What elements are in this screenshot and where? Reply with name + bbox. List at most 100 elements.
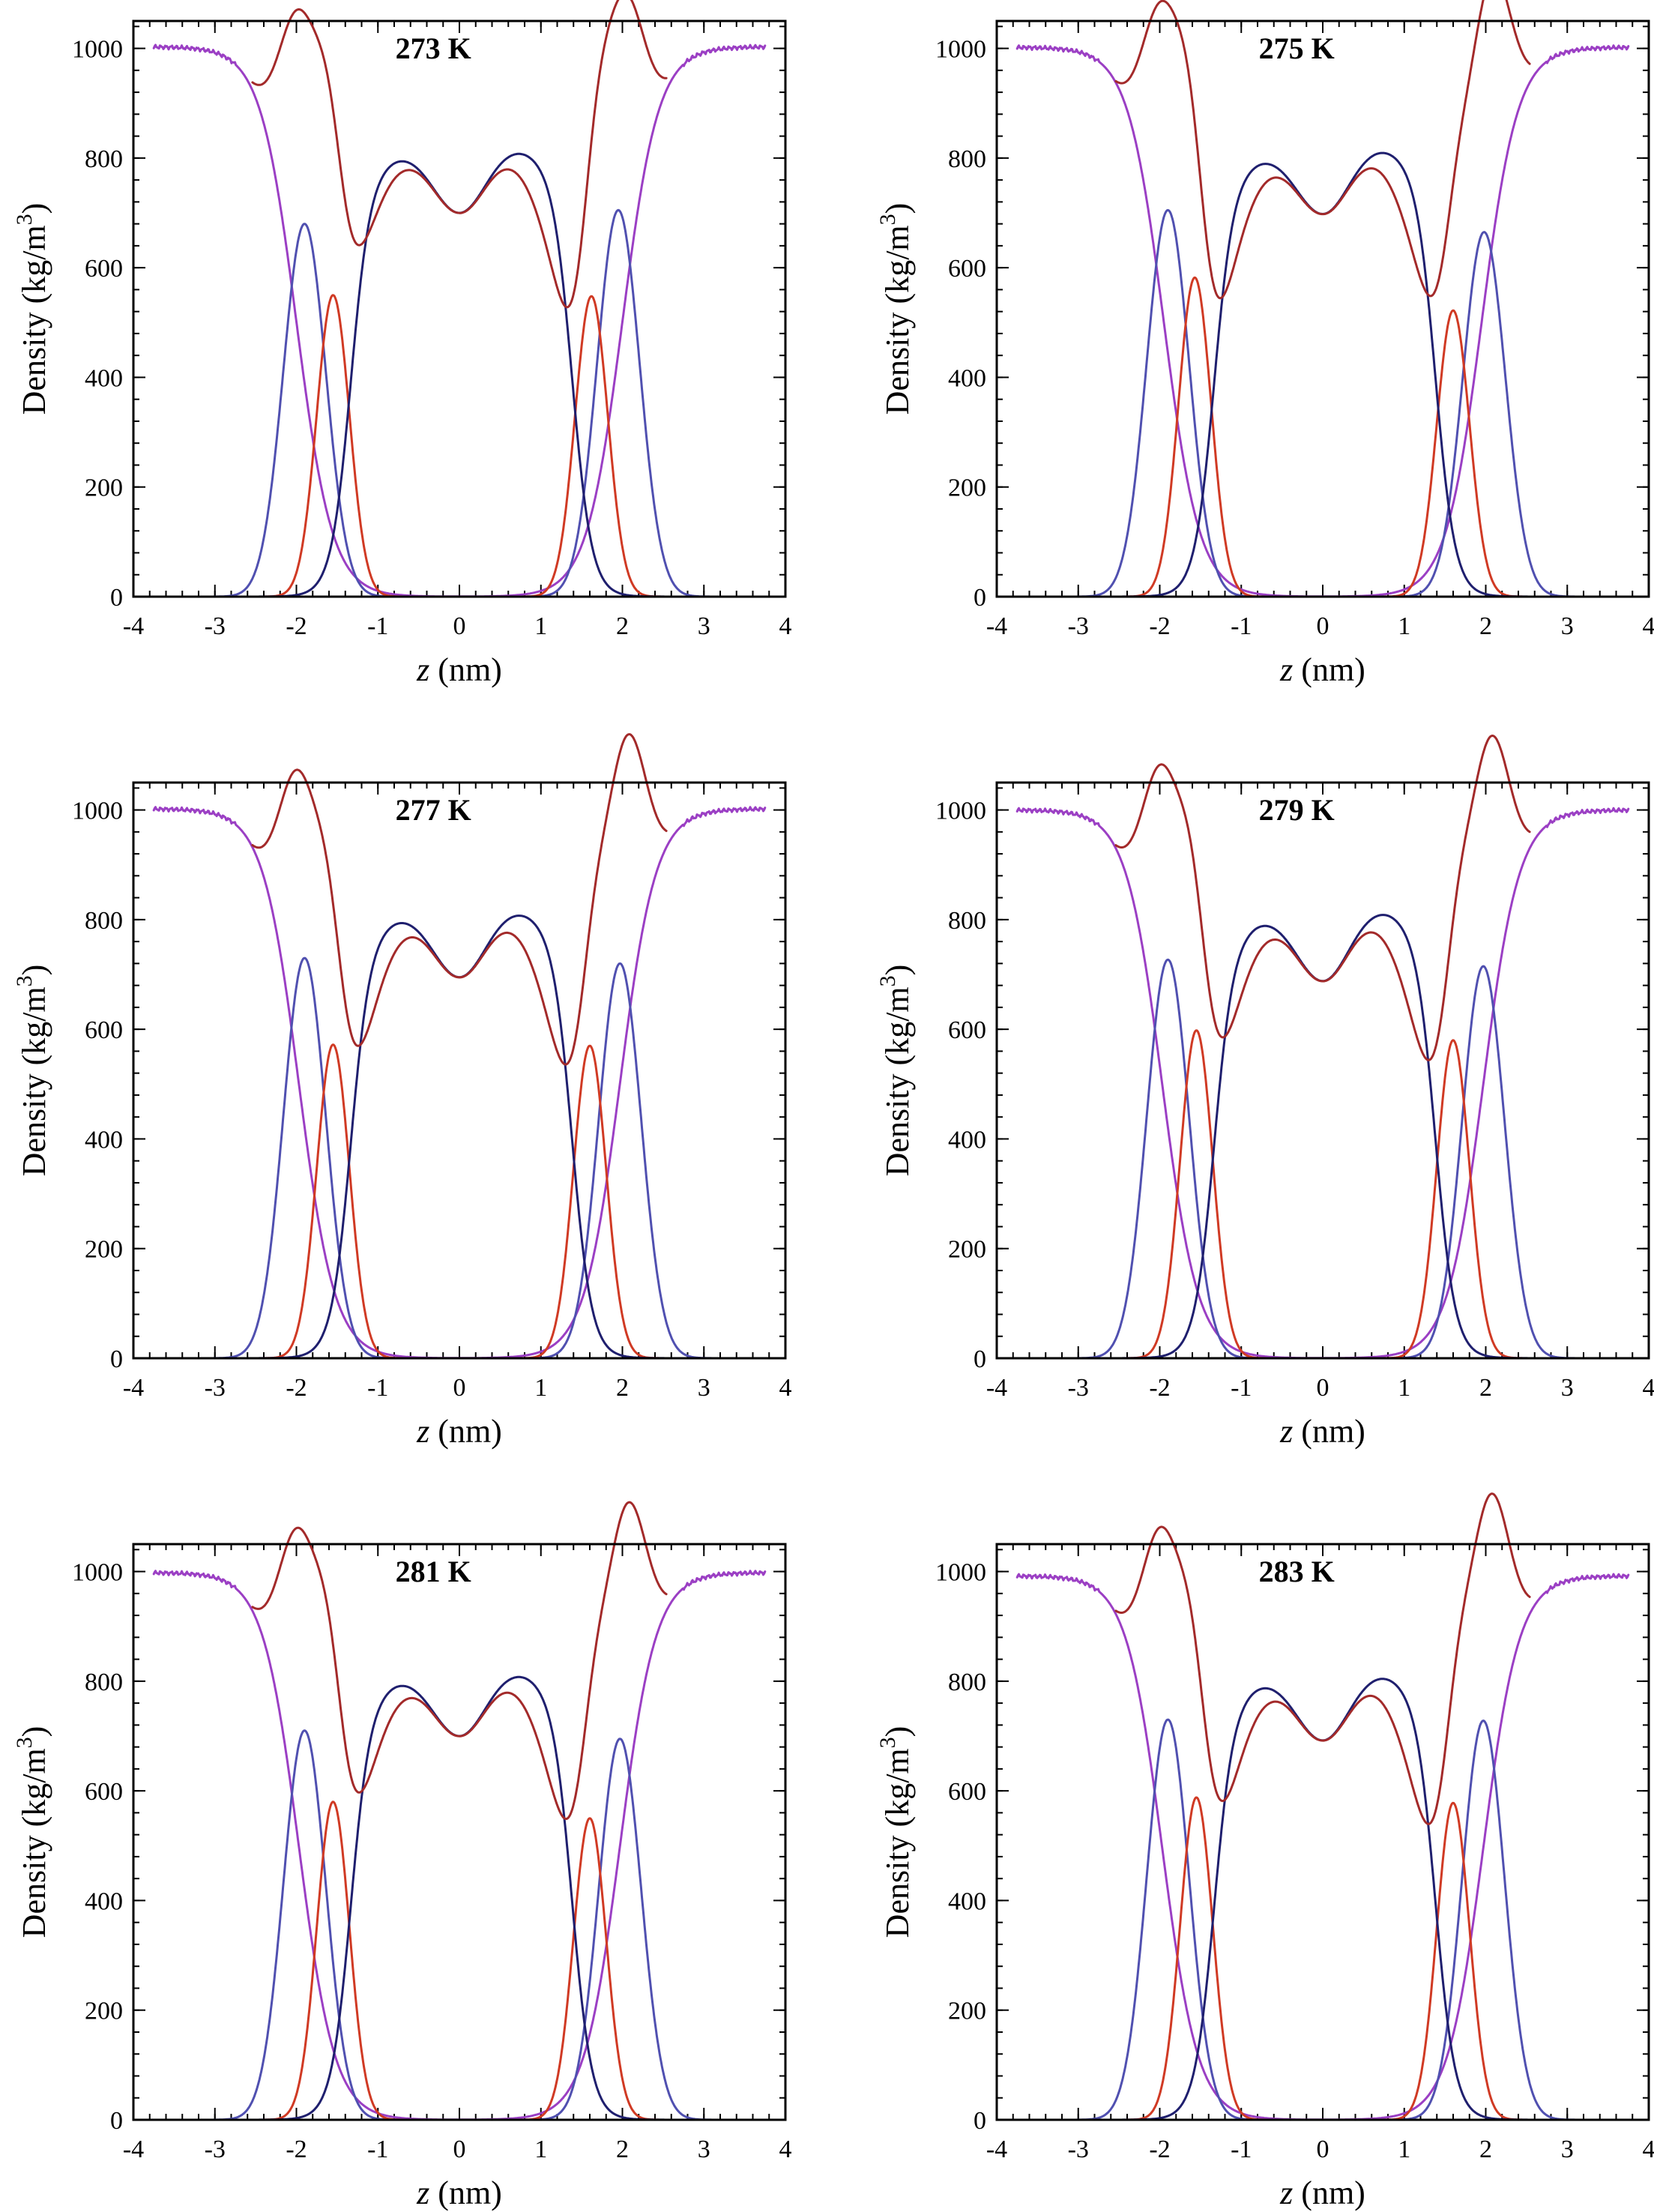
- x-tick-label: -1: [1231, 1374, 1252, 1402]
- x-tick-label: 0: [453, 612, 466, 640]
- x-tick-label: -1: [367, 612, 388, 640]
- y-tick-label: 800: [948, 1669, 986, 1696]
- plot-frame: [995, 781, 1650, 1360]
- x-tick-label: -2: [1149, 612, 1170, 640]
- y-tick-label: 0: [974, 1345, 986, 1373]
- x-tick-label: 2: [616, 1374, 629, 1402]
- y-tick-label: 1000: [72, 36, 123, 64]
- x-axis-title: z (nm): [416, 1413, 502, 1450]
- x-tick-label: -4: [986, 1374, 1007, 1402]
- glycerol-density-curve: [1015, 1796, 1630, 2121]
- x-axis-title: z (nm): [416, 2175, 502, 2211]
- tails-density-curve: [1015, 1678, 1630, 2121]
- y-tick-label: 800: [948, 145, 986, 173]
- y-tick-label: 1000: [935, 798, 986, 825]
- water-density-curve: [1015, 807, 1630, 1360]
- x-tick-label: -3: [205, 1374, 226, 1402]
- water-density-curve: [152, 806, 767, 1360]
- y-tick-label: 400: [85, 364, 123, 392]
- plot-frame: [995, 19, 1650, 598]
- panel-title: 283 K: [1259, 1555, 1335, 1588]
- panel-5: -4 -3 -2 -1 0 1 2 3 4 0 200 400 600 800 1000 281 K z (nm…: [12, 1501, 792, 2211]
- x-tick-label: 0: [1317, 2136, 1329, 2163]
- x-tick-label: -2: [1149, 1374, 1170, 1402]
- x-tick-label: 2: [1479, 2136, 1492, 2163]
- x-tick-label: 1: [534, 1374, 547, 1402]
- panel-6: -4 -3 -2 -1 0 1 2 3 4 0 200 400 600 800 1000 283 K z (nm…: [875, 1492, 1654, 2211]
- y-axis-title: Density (kg/m3): [875, 203, 916, 415]
- glycerol-density-curve: [1015, 276, 1630, 598]
- x-tick-label: 0: [453, 2136, 466, 2163]
- x-tick-label: -3: [1068, 2136, 1089, 2163]
- panel-1: -4 -3 -2 -1 0 1 2 3 4 0 200 400 600 800 1000 273 K z (nm…: [12, 0, 792, 688]
- x-axis-title: z (nm): [416, 651, 502, 688]
- x-tick-label: 3: [1561, 612, 1574, 640]
- y-tick-label: 0: [974, 2107, 986, 2135]
- x-tick-label: 1: [1398, 612, 1410, 640]
- x-tick-label: -4: [986, 2136, 1007, 2163]
- x-tick-label: 4: [779, 612, 792, 640]
- headgroup-density-curve: [152, 208, 767, 598]
- tails-density-curve: [1015, 151, 1630, 598]
- water-density-curve: [152, 43, 767, 598]
- x-tick-label: -4: [123, 2136, 144, 2163]
- x-tick-label: -2: [1149, 2136, 1170, 2163]
- headgroup-density-curve: [152, 1729, 767, 2121]
- x-tick-label: 4: [1643, 1374, 1654, 1402]
- y-axis-title: Density (kg/m3): [12, 1726, 52, 1938]
- plot-frame: [132, 19, 787, 598]
- x-axis-title: z (nm): [1279, 2175, 1365, 2211]
- y-tick-label: 800: [85, 907, 123, 935]
- y-axis-title: Density (kg/m3): [12, 203, 52, 415]
- x-tick-label: -1: [367, 2136, 388, 2163]
- y-tick-label: 200: [948, 1998, 986, 2025]
- x-tick-label: 0: [1317, 612, 1329, 640]
- x-tick-label: -1: [1231, 2136, 1252, 2163]
- x-tick-label: 3: [1561, 1374, 1574, 1402]
- y-tick-label: 400: [948, 1126, 986, 1154]
- x-tick-label: 2: [616, 2136, 629, 2163]
- y-tick-label: 1000: [935, 1559, 986, 1587]
- glycerol-density-curve: [1015, 1029, 1630, 1360]
- x-tick-label: 1: [1398, 1374, 1410, 1402]
- y-tick-label: 1000: [72, 798, 123, 825]
- panel-title: 279 K: [1259, 793, 1335, 827]
- glycerol-density-curve: [152, 294, 767, 598]
- x-tick-label: -1: [367, 1374, 388, 1402]
- panel-title: 277 K: [396, 793, 471, 827]
- headgroup-density-curve: [1015, 958, 1630, 1360]
- x-tick-label: -3: [1068, 612, 1089, 640]
- total-density-curve: [251, 1501, 668, 1821]
- total-density-curve: [1114, 1492, 1531, 1825]
- panel-2: -4 -3 -2 -1 0 1 2 3 4 0 200 400 600 800 1000 275 K z (nm…: [875, 0, 1654, 688]
- x-tick-label: 2: [616, 612, 629, 640]
- y-tick-label: 600: [948, 1016, 986, 1044]
- x-tick-label: -4: [986, 612, 1007, 640]
- x-tick-label: 3: [698, 612, 710, 640]
- plot-frame: [995, 1543, 1650, 2121]
- x-tick-label: -2: [286, 612, 307, 640]
- panel-3: -4 -3 -2 -1 0 1 2 3 4 0 200 400 600 800 1000 277 K z (nm…: [12, 733, 792, 1450]
- tails-density-curve: [152, 1675, 767, 2121]
- y-tick-label: 0: [110, 2107, 123, 2135]
- total-density-curve: [251, 0, 668, 309]
- water-density-curve: [152, 1570, 767, 2121]
- x-tick-label: -2: [286, 2136, 307, 2163]
- headgroup-density-curve: [152, 956, 767, 1360]
- x-tick-label: 1: [534, 612, 547, 640]
- x-tick-label: 3: [698, 1374, 710, 1402]
- y-tick-label: 600: [85, 1016, 123, 1044]
- y-tick-label: 0: [110, 1345, 123, 1373]
- x-tick-label: 1: [534, 2136, 547, 2163]
- panel-title: 281 K: [396, 1555, 471, 1588]
- y-tick-label: 0: [110, 584, 123, 612]
- x-tick-label: 0: [1317, 1374, 1329, 1402]
- y-tick-label: 800: [948, 907, 986, 935]
- panel-title: 275 K: [1259, 31, 1335, 65]
- total-density-curve: [1114, 0, 1531, 300]
- glycerol-density-curve: [152, 1800, 767, 2121]
- glycerol-density-curve: [152, 1043, 767, 1360]
- y-axis-title: Density (kg/m3): [875, 1726, 916, 1938]
- x-tick-label: 4: [1643, 2136, 1654, 2163]
- x-tick-label: 3: [1561, 2136, 1574, 2163]
